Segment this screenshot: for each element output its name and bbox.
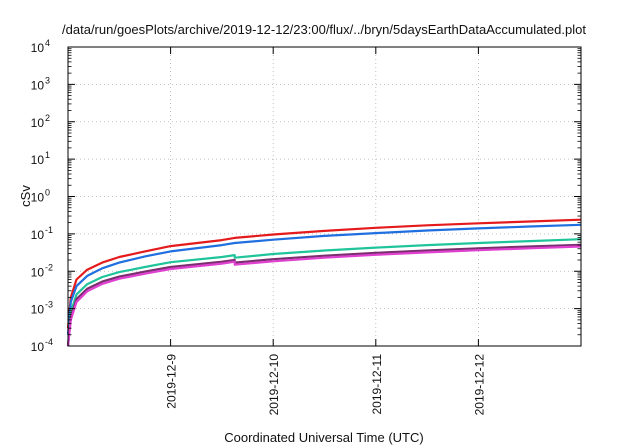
y-tick-exponent: -2 bbox=[45, 262, 53, 272]
series-line-2 bbox=[66, 223, 582, 335]
grid bbox=[68, 47, 581, 346]
y-tick-exponent: 2 bbox=[45, 113, 50, 123]
y-tick-exponent: 1 bbox=[45, 150, 50, 160]
x-tick-label: 2019-12-9 bbox=[165, 354, 179, 409]
series-line-3 bbox=[66, 238, 582, 347]
y-tick-exponent: -3 bbox=[45, 300, 53, 310]
y-tick-label: 10 bbox=[31, 228, 45, 242]
y-tick-label: 10 bbox=[31, 153, 45, 167]
y-tick-exponent: -4 bbox=[45, 337, 53, 347]
y-tick-exponent: 4 bbox=[45, 38, 50, 48]
series-lines bbox=[66, 218, 582, 347]
y-tick-exponent: -1 bbox=[45, 225, 53, 235]
y-tick-label: 10 bbox=[31, 303, 45, 317]
series-line-1 bbox=[66, 218, 582, 329]
x-tick-label: 2019-12-11 bbox=[370, 354, 384, 415]
y-tick-label: 10 bbox=[31, 78, 45, 92]
x-axis: 2019-12-9 2019-12-10 2019-12-11 2019-12-12 bbox=[165, 47, 486, 416]
y-tick-label: 10 bbox=[31, 265, 45, 279]
y-tick-label: 10 bbox=[31, 340, 45, 354]
x-tick-label: 2019-12-12 bbox=[472, 354, 486, 416]
y-tick-exponent: 3 bbox=[45, 75, 50, 85]
x-axis-label: Coordinated Universal Time (UTC) bbox=[224, 430, 423, 445]
y-axis-label: cSv bbox=[18, 185, 33, 207]
x-tick-label: 2019-12-10 bbox=[267, 354, 281, 416]
y-tick-label: 10 bbox=[31, 191, 45, 205]
y-tick-label: 10 bbox=[31, 41, 45, 55]
y-tick-label: 10 bbox=[31, 116, 45, 130]
y-tick-exponent: 0 bbox=[45, 188, 50, 198]
chart-title: /data/run/goesPlots/archive/2019-12-12/2… bbox=[62, 22, 586, 37]
series-line-5 bbox=[66, 245, 582, 347]
series-line-4 bbox=[66, 243, 582, 347]
